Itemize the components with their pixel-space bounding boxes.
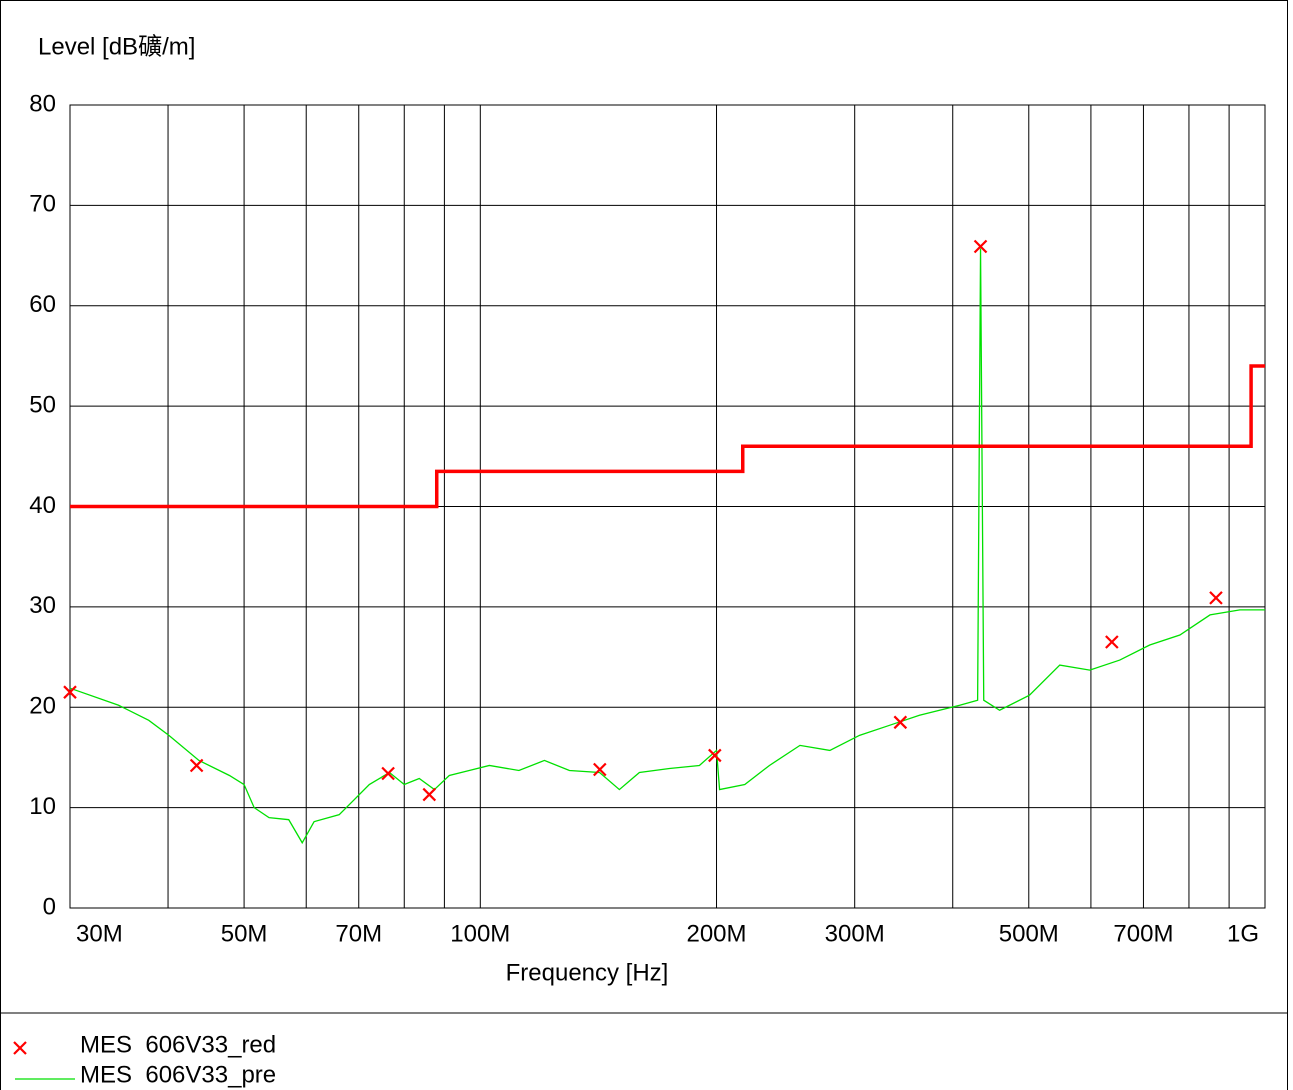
x-tick-label: 500M	[999, 920, 1059, 947]
data-marker	[708, 748, 722, 763]
x-tick-label: 1G	[1227, 920, 1259, 947]
marker-stroke	[381, 766, 395, 781]
marker-stroke	[63, 685, 77, 699]
marker-stroke	[708, 748, 722, 763]
data-marker	[63, 685, 77, 699]
marker-stroke	[973, 239, 988, 254]
marker-stroke	[893, 715, 908, 730]
y-tick-label: 0	[43, 893, 56, 920]
legend-label: MES 606V33_pre	[80, 1061, 276, 1088]
marker-stroke	[1209, 591, 1223, 605]
marker-stroke	[189, 758, 204, 773]
x-tick-label: 70M	[335, 920, 382, 947]
data-marker	[973, 239, 988, 254]
data-marker	[1209, 591, 1223, 605]
y-tick-label: 40	[29, 492, 56, 519]
y-axis-label: Level [dB礦/m]	[38, 33, 195, 60]
x-tick-label: 300M	[825, 920, 885, 947]
x-axis-label: Frequency [Hz]	[506, 959, 669, 986]
x-tick-label: 30M	[76, 920, 123, 947]
data-marker	[422, 787, 437, 802]
x-tick-label: 100M	[450, 920, 510, 947]
y-tick-label: 10	[29, 793, 56, 820]
x-tick-label: 50M	[221, 920, 268, 947]
y-tick-label: 80	[29, 90, 56, 117]
data-marker	[381, 766, 395, 781]
y-tick-label: 50	[29, 391, 56, 418]
data-marker	[189, 758, 204, 773]
y-tick-label: 20	[29, 693, 56, 720]
marker-stroke	[1105, 635, 1119, 649]
legend-label: MES 606V33_red	[80, 1031, 276, 1058]
data-marker	[893, 715, 908, 730]
y-tick-label: 70	[29, 191, 56, 218]
x-tick-label: 700M	[1113, 920, 1173, 947]
x-tick-label: 200M	[686, 920, 746, 947]
marker-stroke	[13, 1041, 27, 1055]
y-tick-label: 30	[29, 592, 56, 619]
data-marker	[593, 762, 607, 777]
legend-marker	[13, 1041, 27, 1055]
data-marker	[1105, 635, 1119, 649]
y-tick-label: 60	[29, 291, 56, 318]
limit-line	[70, 364, 1265, 509]
marker-stroke	[593, 762, 607, 777]
marker-stroke	[422, 787, 437, 802]
trace-line	[69, 248, 1265, 845]
